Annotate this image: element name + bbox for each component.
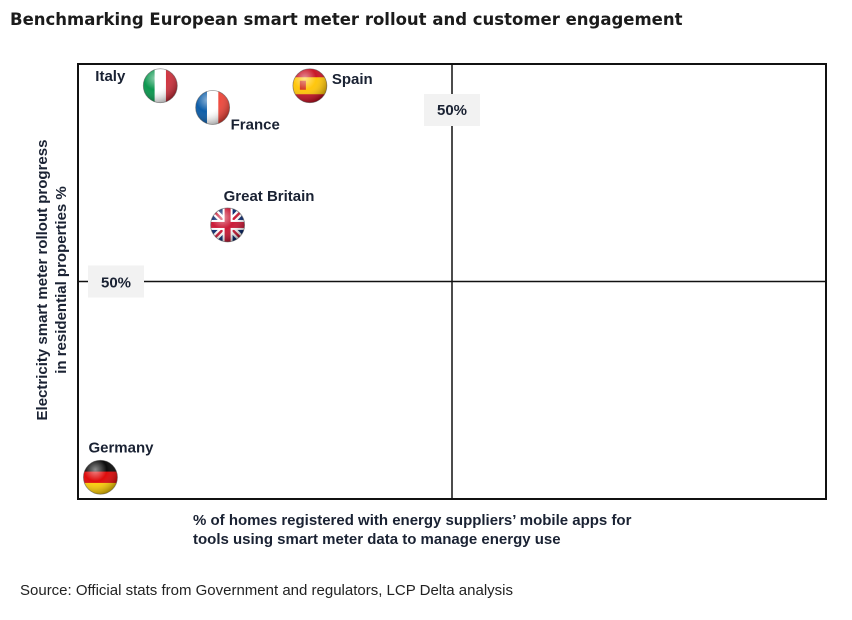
midline-x-label: 50% bbox=[437, 102, 467, 119]
x-axis-label: % of homes registered with energy suppli… bbox=[193, 511, 753, 549]
chart-title: Benchmarking European smart meter rollou… bbox=[10, 10, 683, 29]
italy-flag-icon bbox=[142, 68, 178, 104]
point-label-germany: Germany bbox=[88, 439, 154, 456]
x-axis-label-line-2: tools using smart meter data to manage e… bbox=[193, 531, 561, 548]
spain-flag-icon bbox=[292, 68, 328, 104]
y-axis-label-line-2: in residential properties % bbox=[53, 186, 70, 374]
great-britain-flag-icon bbox=[210, 207, 246, 243]
y-axis-label: Electricity smart meter rollout progress… bbox=[33, 100, 71, 460]
source-note: Source: Official stats from Government a… bbox=[20, 582, 514, 599]
data-point-italy: Italy bbox=[95, 68, 178, 104]
data-point-france: France bbox=[195, 90, 280, 134]
midline-y-label: 50% bbox=[101, 275, 131, 292]
point-label-france: France bbox=[231, 117, 280, 134]
data-point-germany: Germany bbox=[83, 439, 154, 495]
x-axis-label-line-1: % of homes registered with energy suppli… bbox=[193, 512, 632, 529]
point-label-great-britain: Great Britain bbox=[224, 188, 315, 205]
point-label-italy: Italy bbox=[95, 68, 126, 85]
midline-y-badge: 50% bbox=[88, 265, 144, 298]
y-axis-label-line-1: Electricity smart meter rollout progress bbox=[34, 139, 51, 421]
germany-flag-icon bbox=[83, 459, 118, 495]
data-point-great-britain: Great Britain bbox=[210, 188, 315, 243]
midline-x-badge: 50% bbox=[424, 94, 480, 126]
data-point-spain: Spain bbox=[292, 68, 373, 104]
point-label-spain: Spain bbox=[332, 71, 373, 88]
france-flag-icon bbox=[195, 90, 231, 125]
